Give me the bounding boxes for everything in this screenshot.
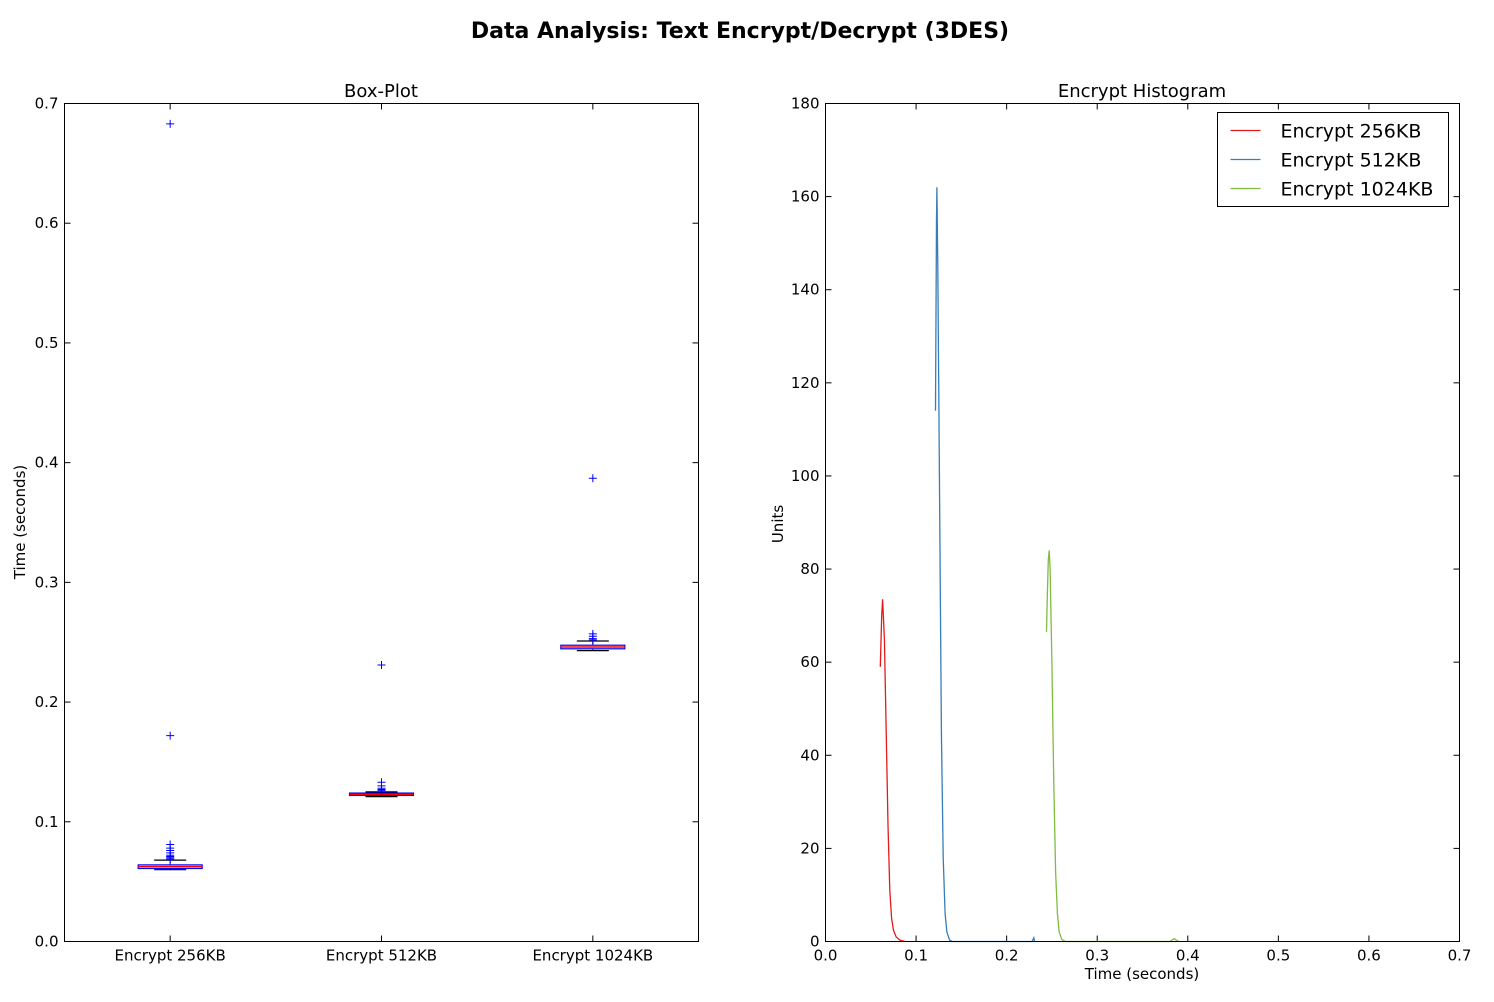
boxplot-ytick-label: 0.0 [35,933,59,951]
boxplot-ytick-label: 0.6 [35,214,59,232]
histogram-xtick-label: 0.7 [1448,947,1472,965]
histogram-ytick-label: 180 [791,95,820,113]
histogram-ytick-label: 60 [800,653,819,671]
histogram-xtick-label: 0.6 [1357,947,1381,965]
histogram-ytick-label: 160 [791,188,820,206]
boxplot-category-label: Encrypt 1024KB [532,947,653,965]
boxplot-ytick-label: 0.5 [35,334,59,352]
boxplot-title: Box-Plot [344,81,418,102]
boxplot-outlier [377,786,386,795]
boxplot-category-label: Encrypt 256KB [115,947,226,965]
histogram-series-line [879,599,906,943]
histogram-xtick-label: 0.0 [814,947,838,965]
boxplot-outlier [588,474,597,483]
boxplot-ytick-label: 0.3 [35,573,59,591]
histogram-title: Encrypt Histogram [1058,81,1226,102]
boxplot-outlier [166,731,175,740]
boxplot-frame [64,103,699,942]
boxplot-ytick-label: 0.2 [35,693,59,711]
histogram-series-line [1045,550,1180,943]
boxplot-outlier [377,660,386,669]
histogram-ylabel: Units [769,505,787,544]
histogram-ytick-label: 20 [800,839,819,857]
boxplot-ytick-label: 0.7 [35,95,59,113]
boxplot-outlier [166,119,175,128]
figure-title: Data Analysis: Text Encrypt/Decrypt (3DE… [471,19,1009,44]
legend-label: Encrypt 256KB [1281,121,1422,143]
legend-label: Encrypt 1024KB [1281,179,1434,201]
histogram-xtick-label: 0.5 [1266,947,1290,965]
histogram-ytick-label: 120 [791,374,820,392]
boxplot-outlier [166,854,175,863]
histogram-ytick-label: 80 [800,560,819,578]
boxplot-ytick-label: 0.4 [35,454,59,472]
histogram-ytick-label: 140 [791,281,820,299]
legend-label: Encrypt 512KB [1281,150,1422,172]
boxplot-plot-area: 0.0 0.1 0.2 0.3 0.4 0.5 0.6 0.7 Encrypt 256KB Enc… [35,95,699,965]
histogram-xlabel: Time (seconds) [1084,965,1200,983]
histogram-xtick-label: 0.4 [1176,947,1200,965]
boxplot-outlier [588,635,597,644]
boxplot-ylabel: Time (seconds) [11,465,29,581]
histogram-plot-area: 0 20 40 60 80 100 120 140 160 180 0.0 0.1 0.2 0.3 0.4 0… [791,95,1472,965]
histogram-xtick-label: 0.2 [995,947,1019,965]
histogram-xtick-label: 0.3 [1085,947,1109,965]
histogram-legend: Encrypt 256KB Encrypt 512KB Encrypt 1024KB [1217,112,1449,207]
histogram-ytick-label: 0 [810,933,820,951]
boxplot-ytick-label: 0.1 [35,813,59,831]
histogram-series-line [934,187,1036,943]
boxplot-panel: Box-Plot Time (seconds) 0.00.10.20.30.40… [11,81,699,965]
histogram-frame [825,103,1460,942]
boxplot-category-label: Encrypt 512KB [326,947,437,965]
histogram-xtick-label: 0.1 [904,947,928,965]
histogram-panel: Encrypt Histogram Time (seconds) Units 0… [769,81,1471,983]
histogram-ytick-label: 100 [791,467,820,485]
histogram-ytick-label: 40 [800,746,819,764]
